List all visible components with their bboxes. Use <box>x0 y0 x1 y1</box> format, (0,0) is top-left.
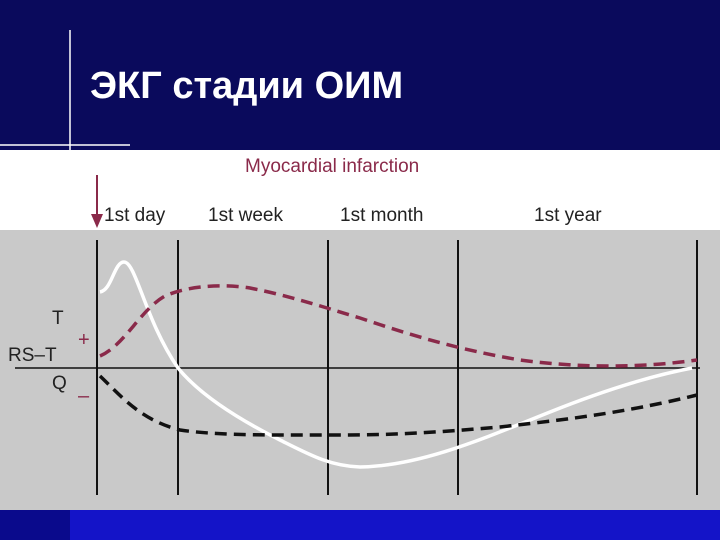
slide-title: ЭКГ стадии ОИМ <box>90 65 403 107</box>
period-label: 1st day <box>104 205 166 226</box>
figure-plot <box>0 230 720 510</box>
sign: + <box>78 329 90 351</box>
figure-heading: Myocardial infarction <box>245 156 419 177</box>
arrow-head <box>91 214 103 228</box>
st-segment-curve <box>99 284 698 368</box>
footer-strip <box>0 510 720 540</box>
wave-label: Q <box>52 373 67 394</box>
q-wave-curve <box>98 374 698 437</box>
sign: – <box>78 385 90 407</box>
footer-strip <box>0 510 70 540</box>
wave-label: T <box>52 308 64 329</box>
figure-top <box>0 150 720 230</box>
t-wave-curve <box>99 260 693 469</box>
period-label: 1st week <box>208 205 283 226</box>
wave-label: RS–T <box>8 345 57 366</box>
period-label: 1st month <box>340 205 423 226</box>
period-label: 1st year <box>534 205 602 226</box>
